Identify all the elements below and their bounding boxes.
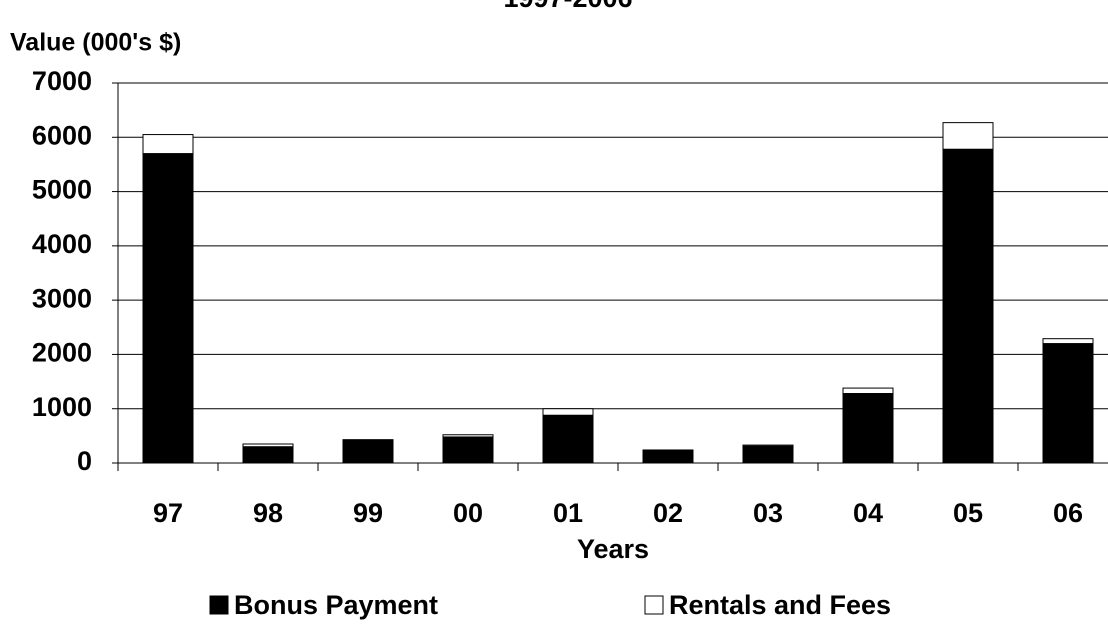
bar: [642, 449, 694, 452]
x-tick-label: 03: [753, 498, 783, 528]
bar: [542, 408, 594, 416]
bar: [142, 134, 194, 155]
bar: [542, 414, 594, 464]
x-tick-label: 05: [953, 498, 983, 528]
chart-title: 1997-2006: [503, 0, 632, 13]
y-tick-label: 1000: [32, 392, 92, 422]
y-tick-label: 4000: [32, 229, 92, 259]
legend-swatch: [644, 595, 664, 615]
bar: [442, 436, 494, 464]
x-tick-label: 02: [653, 498, 683, 528]
bar: [642, 450, 694, 464]
legend-swatch: [209, 595, 229, 615]
legend-label: Bonus Payment: [234, 590, 438, 620]
bar: [942, 148, 994, 464]
bar: [942, 122, 994, 150]
x-tick-label: 97: [153, 498, 183, 528]
bar: [242, 446, 294, 464]
x-tick-label: 01: [553, 498, 583, 528]
y-axis-title: Value (000's $): [10, 29, 181, 57]
bar: [842, 393, 894, 464]
bar: [242, 443, 294, 448]
bar: [442, 434, 494, 438]
y-tick-label: 0: [77, 446, 92, 476]
x-tick-label: 06: [1053, 498, 1083, 528]
x-tick-label: 00: [453, 498, 483, 528]
bar: [342, 439, 394, 441]
y-tick-label: 6000: [32, 120, 92, 150]
legend-label: Rentals and Fees: [669, 590, 891, 620]
y-tick-label: 2000: [32, 338, 92, 368]
bar: [842, 387, 894, 395]
bar: [142, 153, 194, 464]
y-tick-label: 5000: [32, 175, 92, 205]
bar: [742, 444, 794, 447]
y-tick-label: 7000: [32, 66, 92, 96]
x-tick-label: 99: [353, 498, 383, 528]
bar: [342, 439, 394, 464]
x-tick-label: 98: [253, 498, 283, 528]
bar: [742, 445, 794, 464]
x-tick-label: 04: [853, 498, 883, 528]
x-axis-title: Years: [577, 534, 649, 564]
bar: [1042, 338, 1094, 345]
bar: [1042, 343, 1094, 464]
y-tick-label: 3000: [32, 283, 92, 313]
